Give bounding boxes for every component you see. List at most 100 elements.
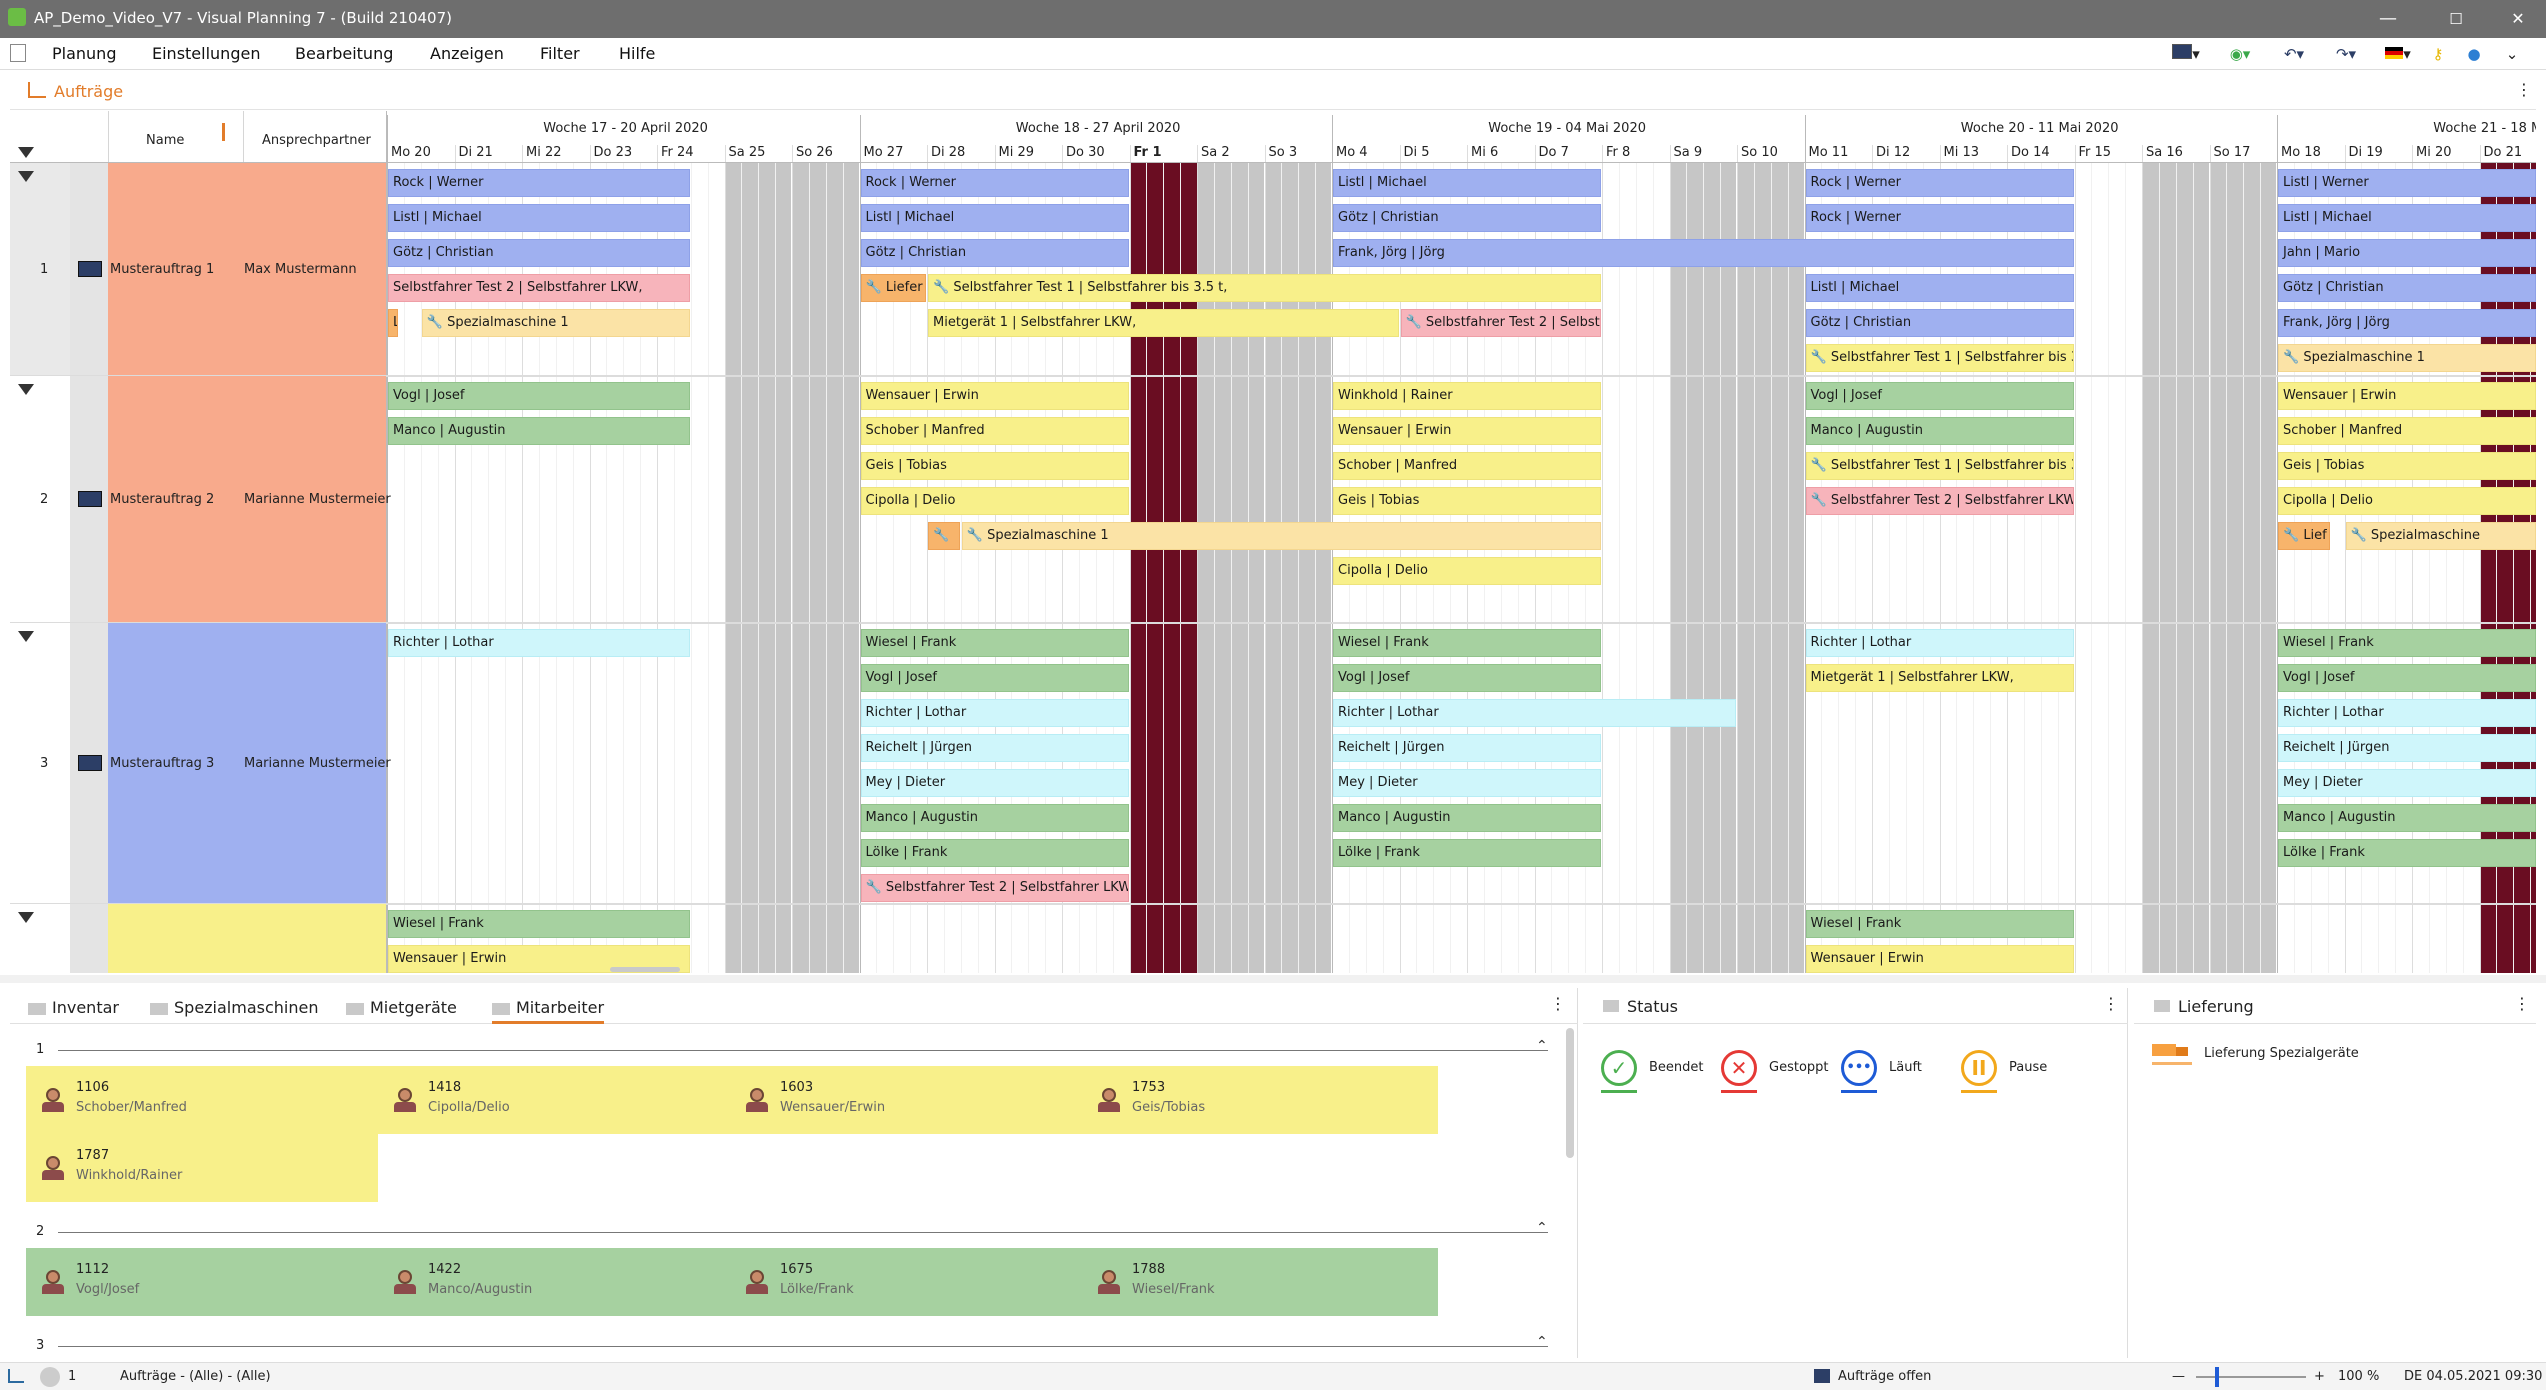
assignment-bar[interactable]: Vogl | Josef (1333, 664, 1601, 692)
redo-icon[interactable]: ↷▾ (2335, 45, 2357, 63)
person-id[interactable]: 1603 (780, 1080, 814, 1095)
order-row-cell[interactable] (70, 163, 386, 376)
status-pause-icon[interactable]: II (1961, 1050, 1997, 1086)
person-name[interactable]: Lölke/Frank (780, 1282, 854, 1297)
person-id[interactable]: 1788 (1132, 1262, 1166, 1277)
assignment-bar[interactable]: Rock | Werner (1805, 169, 2074, 197)
assignment-bar[interactable]: Listl | Michael (1805, 274, 2074, 302)
assignment-bar[interactable]: Reichelt | Jürgen (2278, 734, 2536, 762)
row-collapse-icon[interactable] (18, 384, 34, 395)
assignment-bar[interactable]: Mietgerät 1 | Selbstfahrer LKW, (928, 309, 1399, 337)
row-header[interactable] (10, 623, 70, 904)
assignment-bar[interactable]: Mey | Dieter (2278, 769, 2536, 797)
person-name[interactable]: Vogl/Josef (76, 1282, 140, 1297)
assignment-bar[interactable]: Manco | Augustin (860, 804, 1129, 832)
more-icon[interactable]: ⌄ (2505, 45, 2519, 63)
undo-icon[interactable]: ↶▾ (2283, 45, 2305, 63)
assignment-bar[interactable]: Lölke | Frank (2278, 839, 2536, 867)
person-id[interactable]: 1112 (76, 1262, 110, 1277)
order-row-cell[interactable] (70, 904, 386, 973)
assignment-bar[interactable]: 🔧 Spezialmaschine 1 (421, 309, 690, 337)
assignment-bar[interactable]: 🔧 Spezialmaschine (2345, 522, 2536, 550)
order-row-cell[interactable] (70, 376, 386, 623)
menu-hilfe[interactable]: Hilfe (619, 44, 656, 63)
assignment-bar[interactable]: Jahn | Mario (2278, 239, 2536, 267)
tabs-menu-icon[interactable]: ⋮ (1550, 994, 1566, 1013)
menu-anzeigen[interactable]: Anzeigen (430, 44, 504, 63)
monitor-icon[interactable]: ▾ (2168, 42, 2204, 66)
delivery-item[interactable]: Lieferung Spezialgeräte (2204, 1046, 2359, 1061)
scrollbar[interactable] (1566, 1028, 1574, 1158)
assignment-bar[interactable]: Selbstfahrer Test 2 | Selbstfahrer LKW, (388, 274, 690, 302)
assignment-bar[interactable]: Schober | Manfred (2278, 417, 2536, 445)
assignment-bar[interactable]: Schober | Manfred (860, 417, 1129, 445)
assignment-bar[interactable]: Cipolla | Delio (860, 487, 1129, 515)
assignment-bar[interactable]: Mey | Dieter (1333, 769, 1601, 797)
assignment-bar[interactable]: Geis | Tobias (1333, 487, 1601, 515)
tab-spezialmaschinen[interactable]: Spezialmaschinen (150, 998, 318, 1017)
person-id[interactable]: 1422 (428, 1262, 462, 1277)
assignment-bar[interactable]: Winkhold | Rainer (1333, 382, 1601, 410)
row-collapse-icon[interactable] (18, 171, 34, 182)
delivery-menu-icon[interactable]: ⋮ (2514, 994, 2530, 1013)
assignment-bar[interactable]: Listl | Michael (1333, 169, 1601, 197)
assignment-bar[interactable]: Wiesel | Frank (388, 910, 690, 938)
status-label[interactable]: Pause (2009, 1060, 2048, 1075)
assignment-bar[interactable]: Rock | Werner (860, 169, 1129, 197)
maximize-button[interactable]: ☐ (2449, 10, 2463, 28)
menu-planung[interactable]: Planung (52, 44, 117, 63)
order-row-cell[interactable] (70, 623, 386, 904)
assignment-bar[interactable]: Richter | Lothar (1805, 629, 2074, 657)
assignment-bar[interactable]: 🔧 Spezialmaschine 1 (961, 522, 1601, 550)
assignment-bar[interactable]: Reichelt | Jürgen (860, 734, 1129, 762)
group-collapse-icon[interactable]: ⌃ (1536, 1038, 1548, 1054)
assignment-bar[interactable]: Geis | Tobias (860, 452, 1129, 480)
row-collapse-icon[interactable] (18, 631, 34, 642)
assignment-bar[interactable]: 🔧 Selbstfahrer Test 2 | Selbstfahrer LKW (1400, 309, 1601, 337)
assignment-bar[interactable]: Listl | Michael (860, 204, 1129, 232)
assignment-bar[interactable]: Götz | Christian (860, 239, 1129, 267)
status-label[interactable]: Gestoppt (1769, 1060, 1829, 1075)
assignment-bar[interactable]: 🔧 Selbstfahrer Test 1 | Selbstfahrer bis… (1805, 452, 2074, 480)
gantt-scrollbar[interactable] (610, 967, 680, 972)
assignment-bar[interactable]: Götz | Christian (1805, 309, 2074, 337)
assignment-bar[interactable]: Schober | Manfred (1333, 452, 1601, 480)
person-id[interactable]: 1753 (1132, 1080, 1166, 1095)
assignment-bar[interactable]: 🔧 Lief (2278, 522, 2330, 550)
assignment-bar[interactable]: Vogl | Josef (388, 382, 690, 410)
zoom-out-button[interactable]: — (2172, 1369, 2185, 1384)
assignment-bar[interactable]: 🔧 Selbstfahrer Test 1 | Selbstfahrer bis… (1805, 344, 2074, 372)
panel-menu-icon[interactable]: ⋮ (2516, 80, 2532, 99)
assignment-bar[interactable]: Rock | Werner (388, 169, 690, 197)
assignment-bar[interactable]: Wiesel | Frank (2278, 629, 2536, 657)
assignment-bar[interactable]: Manco | Augustin (388, 417, 690, 445)
assignment-bar[interactable]: Richter | Lothar (1333, 699, 1736, 727)
order-name[interactable]: Musterauftrag 2 (110, 491, 215, 507)
assignment-bar[interactable]: Götz | Christian (388, 239, 690, 267)
person-name[interactable]: Geis/Tobias (1132, 1100, 1206, 1115)
col-header-contact[interactable]: Ansprechpartner (262, 133, 371, 148)
person-id[interactable]: 1106 (76, 1080, 110, 1095)
person-name[interactable]: Schober/Manfred (76, 1100, 187, 1115)
assignment-bar[interactable]: Mietgerät 1 | Selbstfahrer LKW, (1805, 664, 2074, 692)
assignment-bar[interactable]: Rock | Werner (1805, 204, 2074, 232)
col-header-name[interactable]: Name (146, 133, 185, 148)
assignment-bar[interactable]: Listl | Werner (2278, 169, 2536, 197)
menu-bearbeitung[interactable]: Bearbeitung (295, 44, 394, 63)
tab-mitarbeiter[interactable]: Mitarbeiter (492, 998, 605, 1024)
order-name[interactable]: Musterauftrag 1 (110, 261, 215, 277)
assignment-bar[interactable]: Götz | Christian (2278, 274, 2536, 302)
assignment-bar[interactable]: 🔧 Liefer (860, 274, 926, 302)
assignment-bar[interactable]: Lölke | Frank (1333, 839, 1601, 867)
group-collapse-icon[interactable]: ⌃ (1536, 1334, 1548, 1350)
order-name[interactable]: Musterauftrag 3 (110, 755, 215, 771)
assignment-bar[interactable]: 🔧 Spezialmaschine 1 (2278, 344, 2536, 372)
horizontal-splitter[interactable] (0, 975, 2546, 983)
assignment-bar[interactable]: Wiesel | Frank (860, 629, 1129, 657)
flag-de-icon[interactable]: ▾ (2380, 42, 2416, 66)
status-läuft-icon[interactable]: ••• (1841, 1050, 1877, 1086)
assignment-bar[interactable]: Vogl | Josef (1805, 382, 2074, 410)
assignment-bar[interactable]: Mey | Dieter (860, 769, 1129, 797)
zoom-slider[interactable] (2196, 1376, 2306, 1378)
zoom-in-button[interactable]: + (2314, 1369, 2325, 1384)
